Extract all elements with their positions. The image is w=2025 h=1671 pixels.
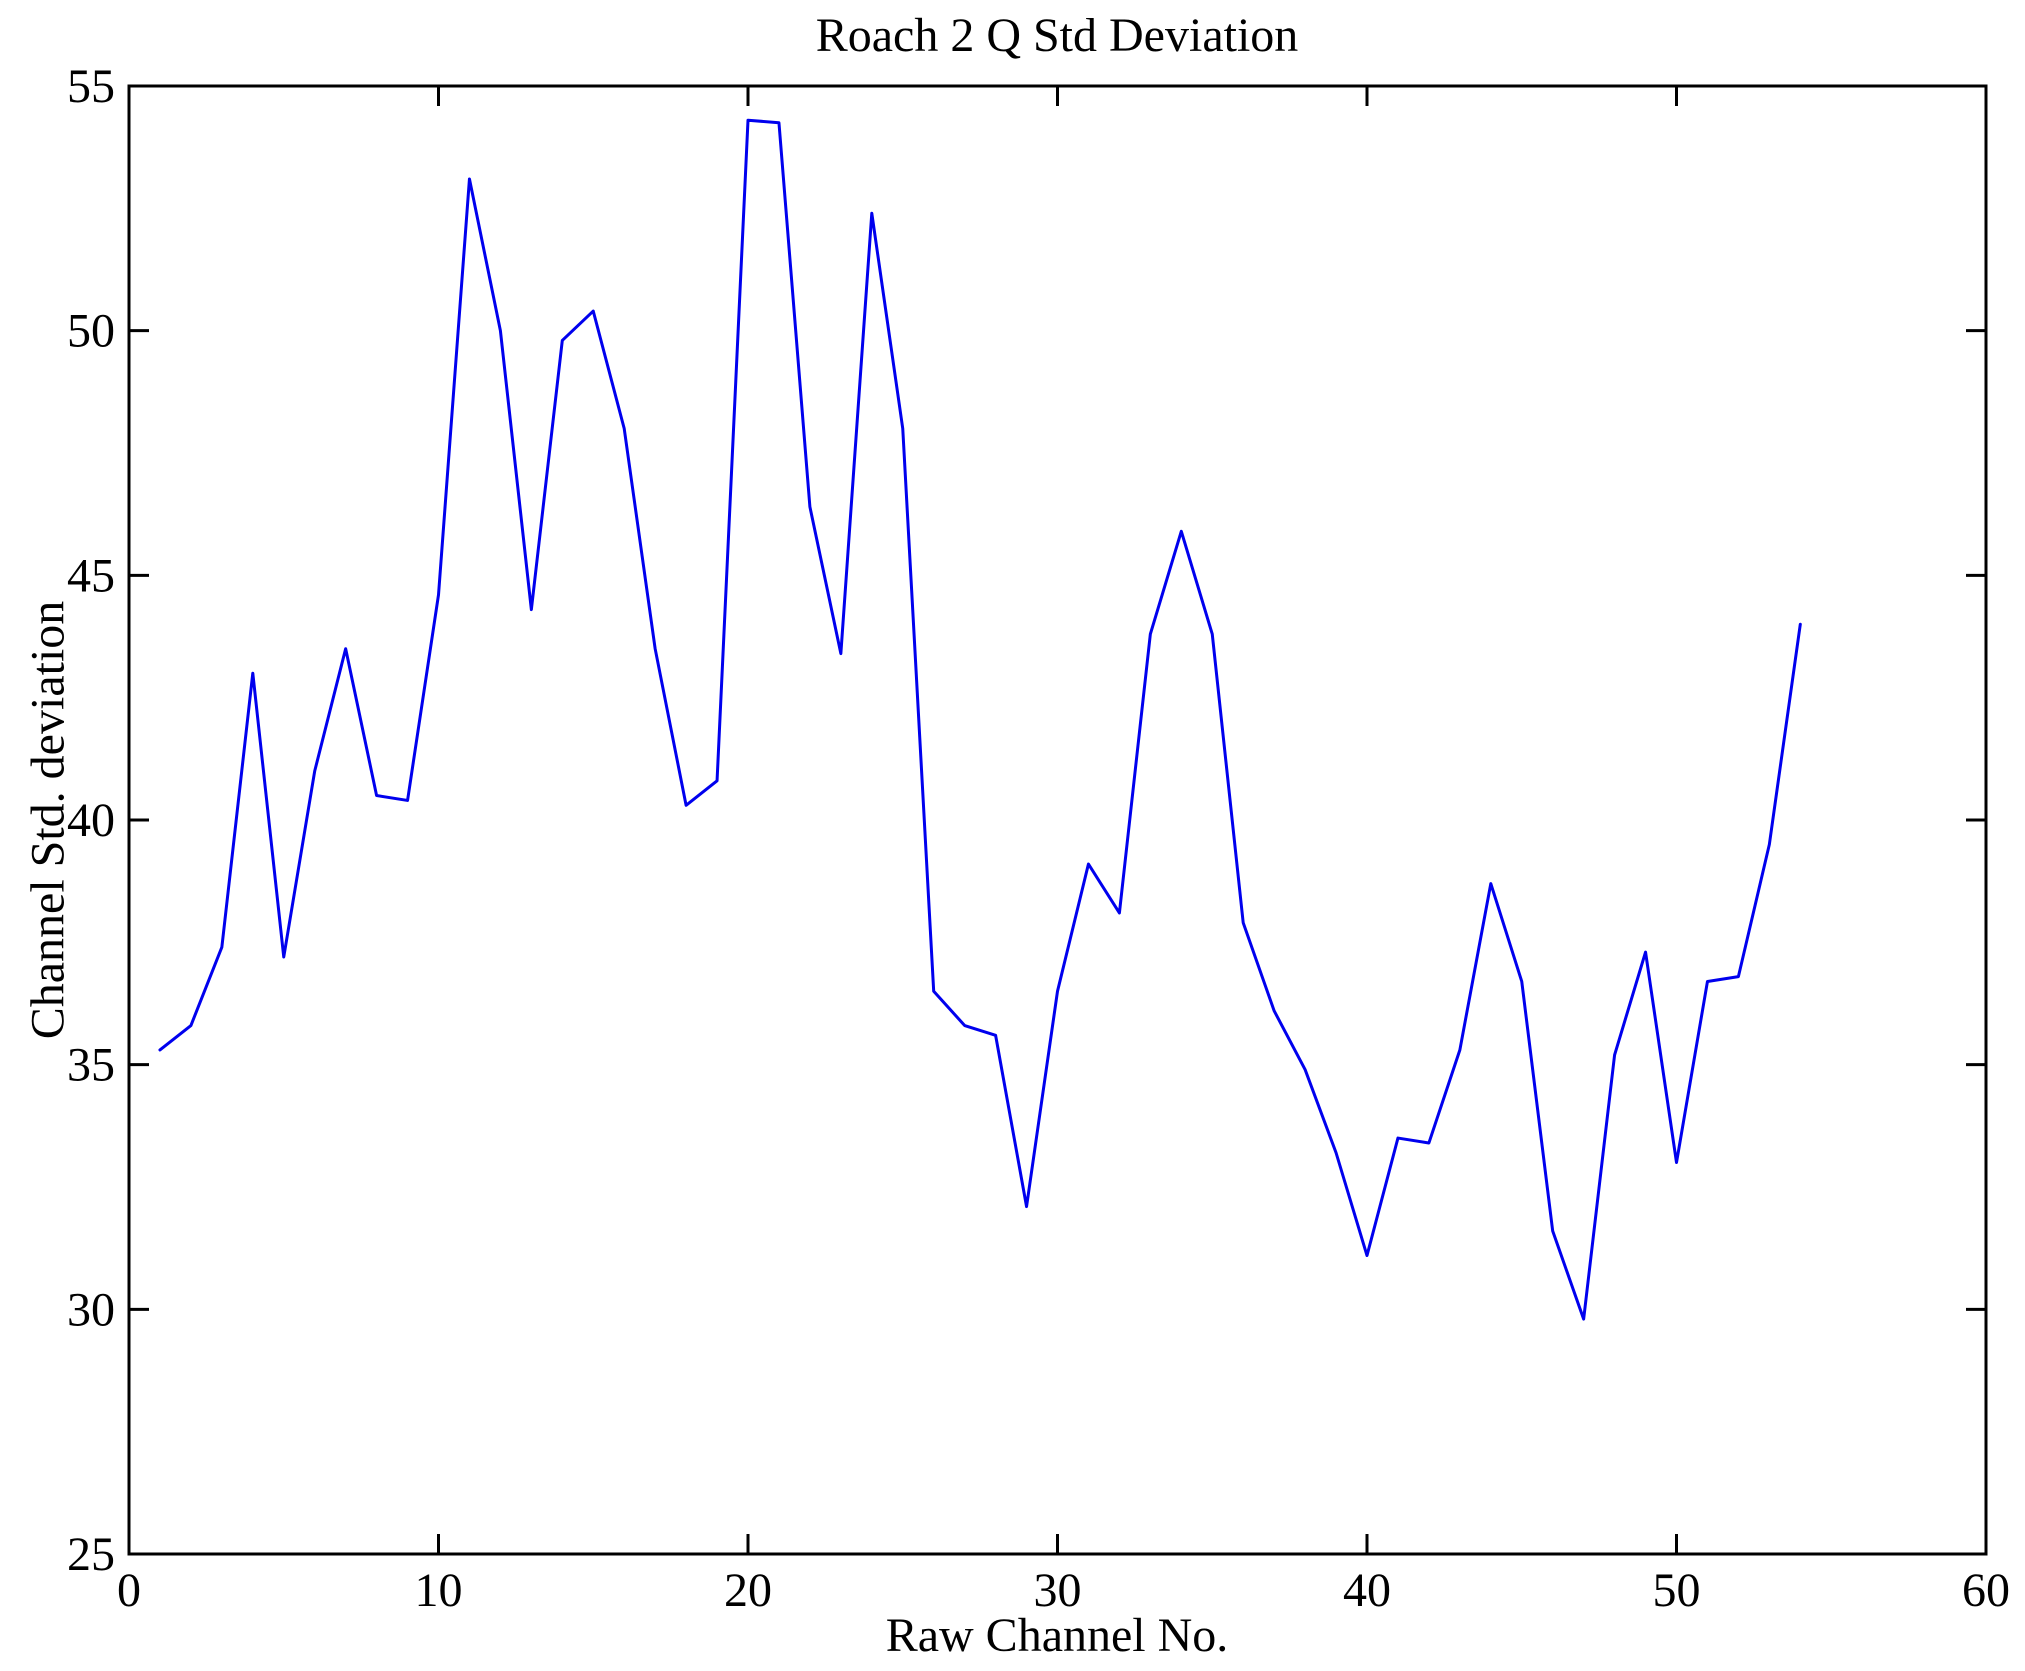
x-tick-label: 50 xyxy=(1653,1564,1701,1617)
y-tick-label: 55 xyxy=(67,60,115,113)
x-tick-label: 20 xyxy=(724,1564,772,1617)
x-tick-label: 30 xyxy=(1034,1564,1082,1617)
y-axis-label: Channel Std. deviation xyxy=(21,600,75,1040)
chart-title: Roach 2 Q Std Deviation xyxy=(815,9,1299,62)
x-tick-label: 0 xyxy=(117,1564,141,1617)
x-axis-label: Raw Channel No. xyxy=(885,1609,1229,1662)
y-tick-label: 30 xyxy=(67,1283,115,1336)
data-line xyxy=(158,118,1802,1321)
x-tick-label: 10 xyxy=(415,1564,463,1617)
y-tick-label: 35 xyxy=(67,1039,115,1092)
y-tick-label: 50 xyxy=(67,305,115,358)
plot-border xyxy=(127,84,1988,1556)
x-tick-label: 40 xyxy=(1343,1564,1391,1617)
y-tick-label: 45 xyxy=(67,549,115,602)
x-tick-label: 60 xyxy=(1962,1564,2010,1617)
y-tick-label: 40 xyxy=(67,794,115,847)
y-tick-label: 25 xyxy=(67,1528,115,1581)
